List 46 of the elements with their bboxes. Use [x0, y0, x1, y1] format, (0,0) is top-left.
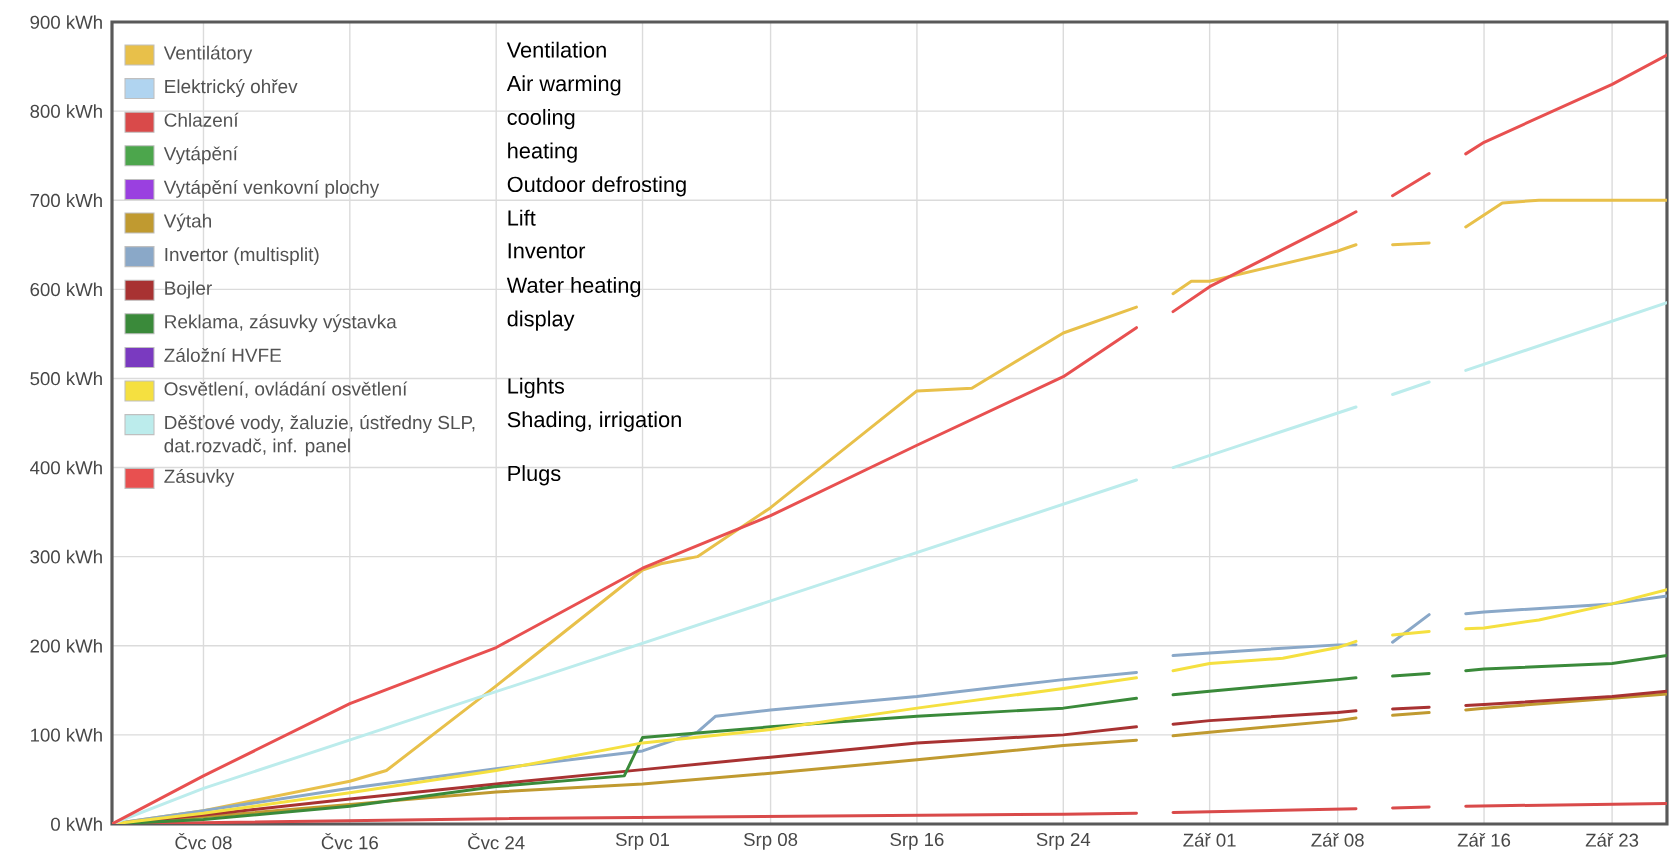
legend-label: Vytápění — [163, 146, 238, 165]
x-tick-label: Zář 23 — [1585, 832, 1639, 847]
x-tick-label: Čvc 16 — [321, 832, 378, 850]
annotation: Water heating — [506, 276, 641, 298]
annotation: Shading, irrigation — [507, 411, 681, 432]
x-tick-label: Srp 24 — [1036, 832, 1091, 850]
annotation: Ventilation — [506, 41, 606, 58]
x-tick-label: Srp 16 — [890, 832, 944, 850]
legend-label: Bojler — [165, 280, 212, 299]
y-tick-label: 100 kWh — [31, 728, 102, 742]
annotation: Outdoor defrosting — [507, 176, 686, 197]
x-tick-label: Zář 08 — [1311, 832, 1364, 847]
annotation: cooling — [507, 108, 575, 130]
annotation: Air warming — [506, 75, 621, 96]
annotation: Plugs — [508, 465, 561, 486]
legend-label: Zásuvky — [164, 468, 235, 487]
y-tick-label: 700 kWh — [30, 193, 102, 208]
annotation: Lights — [508, 377, 565, 399]
x-tick-label: Čvc 24 — [468, 832, 525, 850]
legend-label: Výtah — [163, 213, 211, 232]
y-tick-label: 0 kWh — [51, 817, 102, 831]
legend-label: Invertor (multisplit) — [165, 247, 319, 265]
legend-label: Reklama, zásuvky výstavka — [165, 314, 397, 333]
legend-label: Vytápění venkovní plochy — [163, 179, 380, 198]
y-tick-label: 900 kWh — [30, 15, 102, 29]
legend-label: Osvětlení, ovládání osvětlení — [164, 381, 408, 398]
annotation: Lift — [508, 209, 536, 226]
x-tick-label: Čvc 08 — [175, 832, 232, 850]
x-tick-label: Srp 08 — [743, 832, 798, 850]
legend-label: Záložní HVFE — [164, 347, 281, 363]
legend-label: Chlazení — [164, 112, 239, 127]
x-tick-label: Zář 01 — [1183, 832, 1236, 847]
y-tick-label: 800 kWh — [30, 104, 102, 118]
y-tick-label: 400 kWh — [30, 460, 102, 475]
legend-label: Elektrický ohřev — [165, 79, 298, 97]
x-tick-label: Zář 16 — [1457, 832, 1511, 847]
legend-label: Děšťové vody, žaluzie, ústředny SLP, dat.rozvadč, inf. panel — [164, 415, 475, 457]
y-tick-label: 500 kWh — [30, 371, 102, 386]
y-tick-label: 600 kWh — [30, 282, 102, 297]
legend-label: Ventilátory — [163, 45, 253, 64]
annotation: heating — [508, 142, 577, 163]
y-tick-label: 300 kWh — [30, 549, 102, 564]
annotation: Inventor — [508, 243, 586, 259]
annotation: display — [507, 310, 575, 331]
y-tick-label: 200 kWh — [30, 638, 102, 653]
x-tick-label: Srp 01 — [615, 832, 670, 850]
